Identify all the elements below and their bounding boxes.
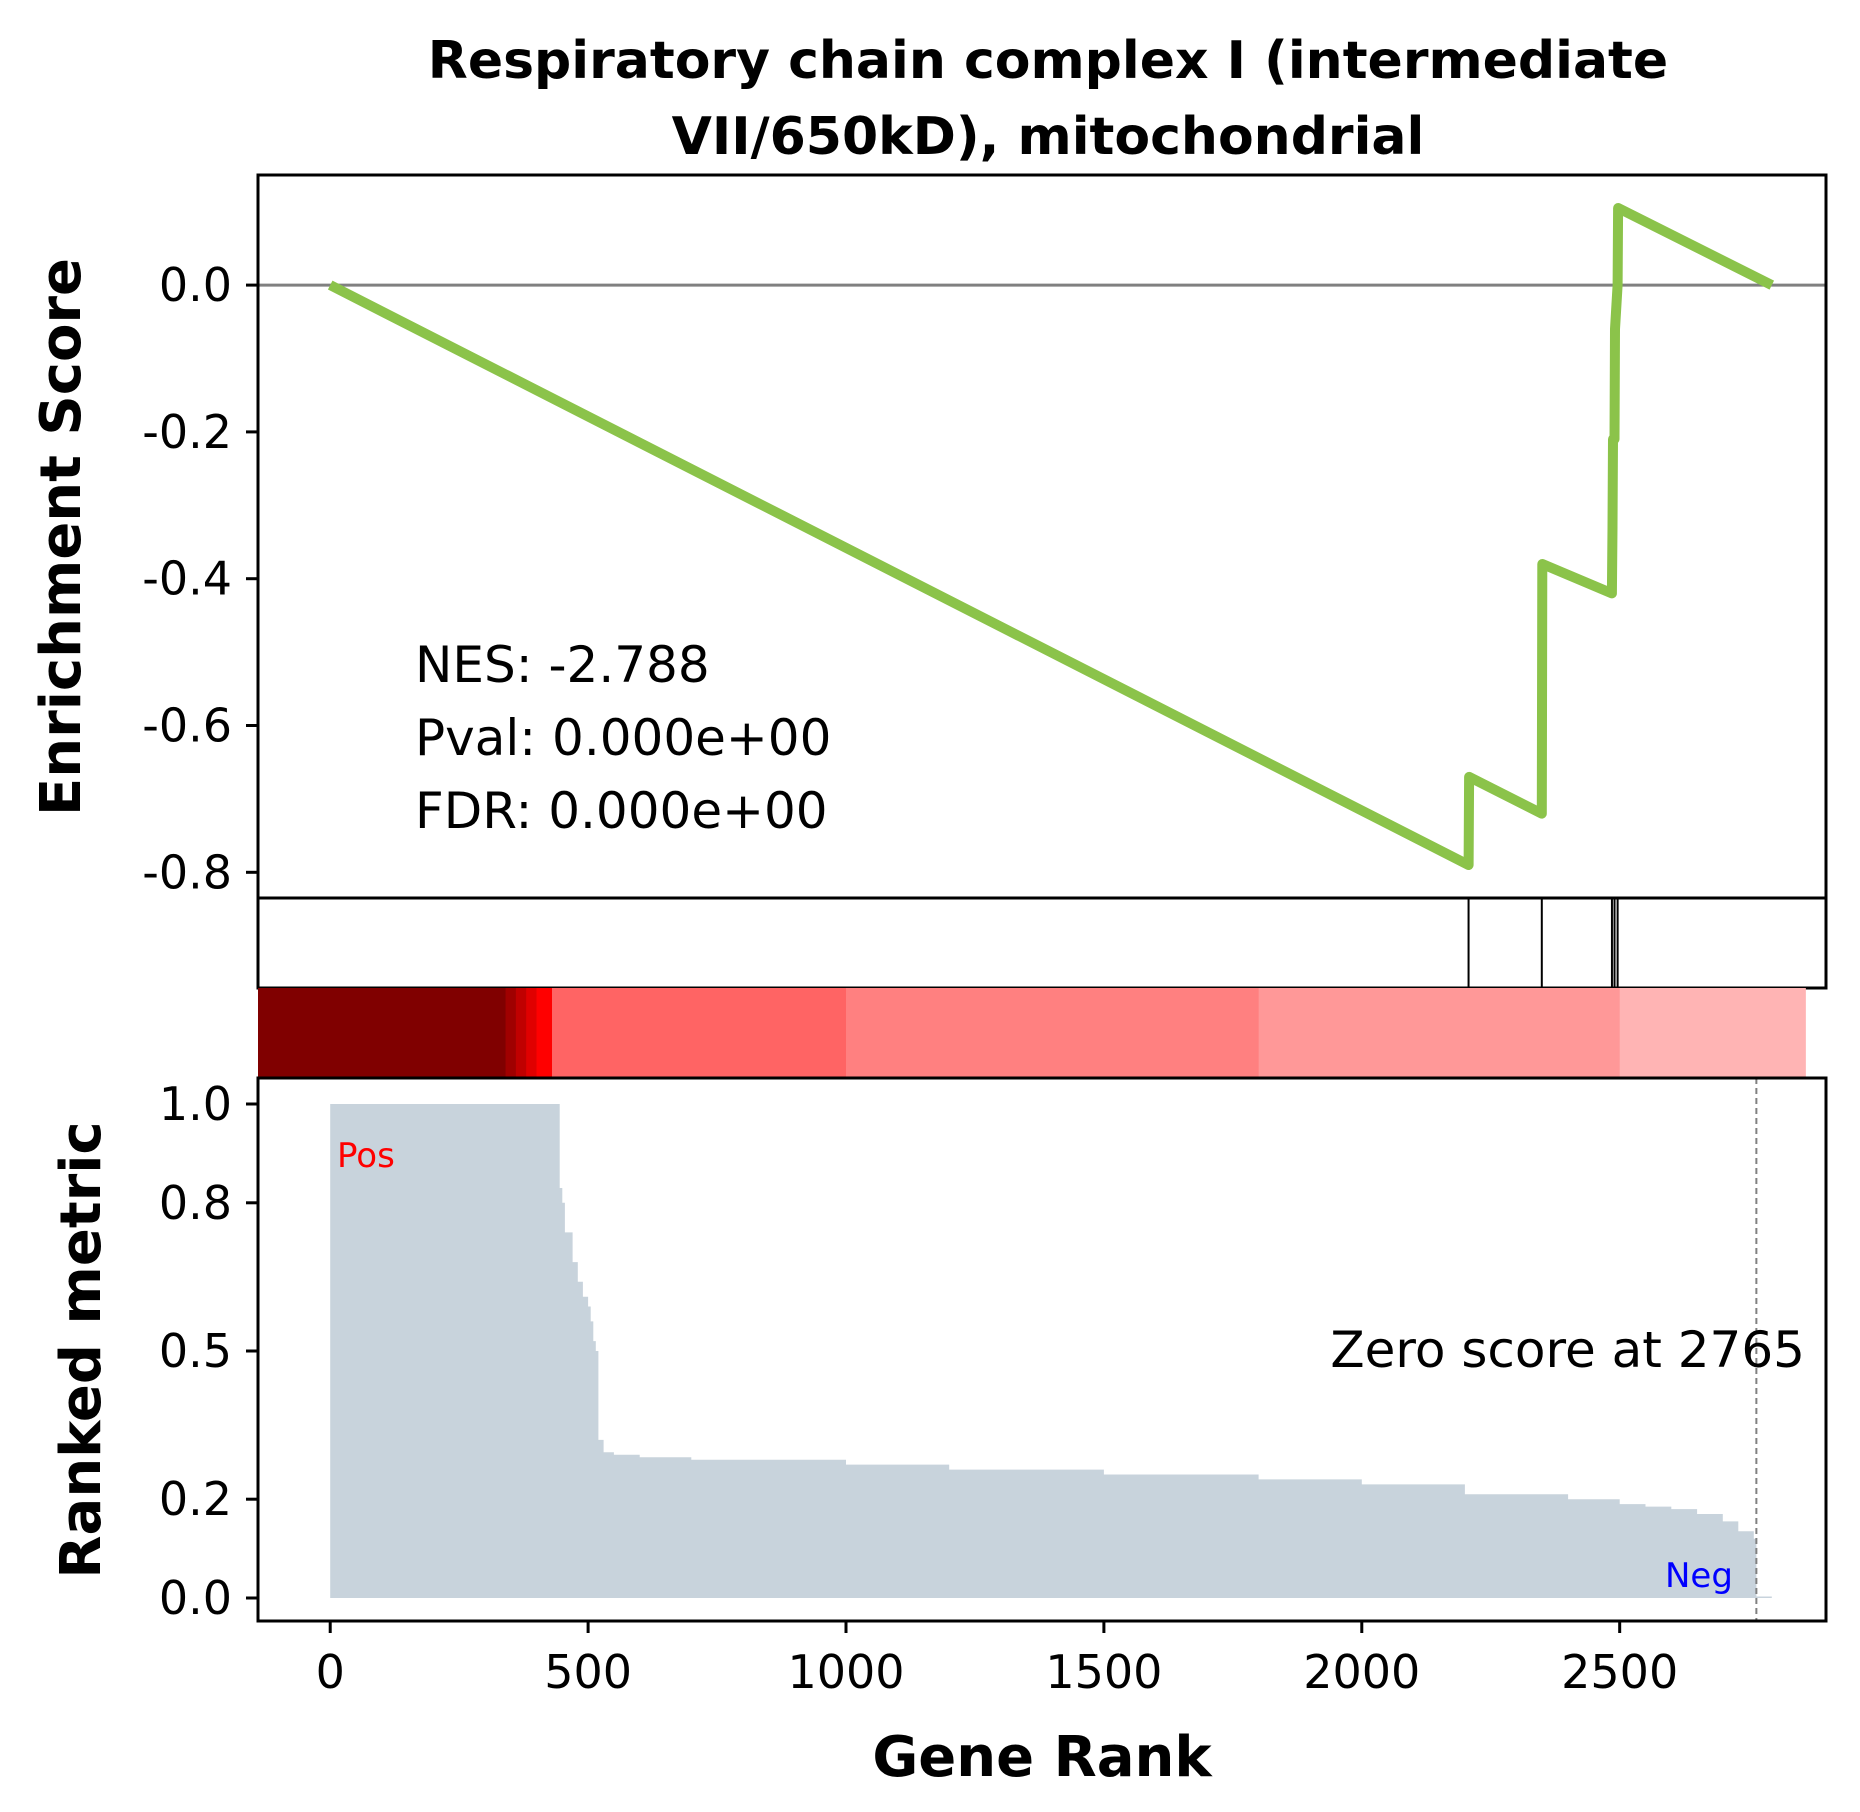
ranked-y-ticks: 0.0 0.2 0.5 0.8 1.0 [159, 1077, 258, 1625]
x-tick-label: 0 [316, 1645, 345, 1699]
ranked-metric-area [330, 1104, 1772, 1598]
chart-title-line-1: Respiratory chain complex I (intermediat… [428, 31, 1668, 91]
ranking-heatmap-bar [258, 988, 1806, 1078]
ranked-metric-panel: Pos Neg Zero score at 2765 0.0 0.2 0.5 0.8 1… [159, 1076, 1828, 1699]
heatmap-segment [552, 988, 847, 1078]
ranked-y-tick-label: 0.0 [159, 1571, 232, 1625]
ranked-y-tick-label: 1.0 [159, 1077, 232, 1131]
ranked-y-axis-label: Ranked metric [49, 1121, 114, 1578]
ranked-y-tick-label: 0.5 [159, 1324, 232, 1378]
neg-label: Neg [1665, 1556, 1733, 1596]
pos-label: Pos [337, 1136, 395, 1176]
x-tick-label: 2000 [1303, 1645, 1420, 1699]
x-tick-label: 500 [544, 1645, 632, 1699]
x-tick-label: 1500 [1045, 1645, 1162, 1699]
hits-panel [256, 896, 1828, 990]
enrichment-panel: 0.0 -0.2 -0.4 -0.6 -0.8 NES: -2.788 Pval: 0.… [142, 173, 1828, 900]
heatmap-segment [258, 988, 507, 1078]
heatmap-segment [1619, 988, 1806, 1078]
heatmap-segment [515, 988, 527, 1078]
x-tick-label: 1000 [787, 1645, 904, 1699]
es-y-tick-label: -0.4 [142, 552, 232, 606]
es-y-tick-label: -0.8 [142, 845, 232, 899]
heatmap-segment [505, 988, 517, 1078]
es-curve [327, 203, 1775, 870]
es-y-ticks: 0.0 -0.2 -0.4 -0.6 -0.8 [142, 258, 258, 899]
heatmap-segment [846, 988, 1260, 1078]
x-axis-label: Gene Rank [872, 1725, 1213, 1790]
heatmap-segment [1258, 988, 1621, 1078]
es-y-tick-label: 0.0 [159, 258, 232, 312]
nes-annotation: NES: -2.788 [415, 636, 710, 694]
ranked-y-tick-label: 0.2 [159, 1472, 232, 1526]
es-y-axis-label: Enrichment Score [29, 258, 94, 816]
ranked-y-tick-label: 0.8 [159, 1176, 232, 1230]
heatmap-segment [536, 988, 553, 1078]
zero-score-annotation: Zero score at 2765 [1330, 1321, 1805, 1379]
chart-title-line-2: VII/650kD), mitochondrial [672, 107, 1425, 167]
x-tick-label: 2500 [1561, 1645, 1678, 1699]
es-y-tick-label: -0.2 [142, 405, 232, 459]
heatmap-segment [526, 988, 538, 1078]
hit-lines [1467, 898, 1619, 988]
es-y-tick-label: -0.6 [142, 699, 232, 753]
hits-panel-frame [256, 896, 1828, 990]
ranked-panel-frame [256, 1076, 1828, 1623]
x-ticks: 0 500 1000 1500 2000 2500 [316, 1621, 1678, 1699]
fdr-annotation: FDR: 0.000e+00 [415, 782, 828, 840]
pval-annotation: Pval: 0.000e+00 [415, 709, 831, 767]
